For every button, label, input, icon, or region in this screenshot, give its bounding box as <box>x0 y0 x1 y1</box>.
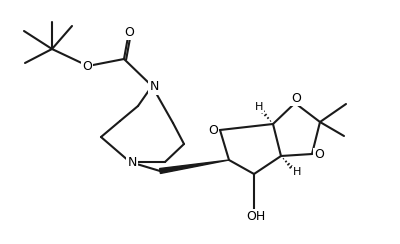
Text: H: H <box>255 102 263 112</box>
Text: O: O <box>314 149 324 162</box>
Text: O: O <box>82 61 92 73</box>
Polygon shape <box>160 160 229 173</box>
Text: O: O <box>291 92 301 104</box>
Text: N: N <box>127 156 137 170</box>
Text: O: O <box>124 26 134 39</box>
Text: N: N <box>149 81 159 93</box>
Text: O: O <box>208 123 218 136</box>
Text: OH: OH <box>246 210 266 223</box>
Text: H: H <box>293 167 301 177</box>
